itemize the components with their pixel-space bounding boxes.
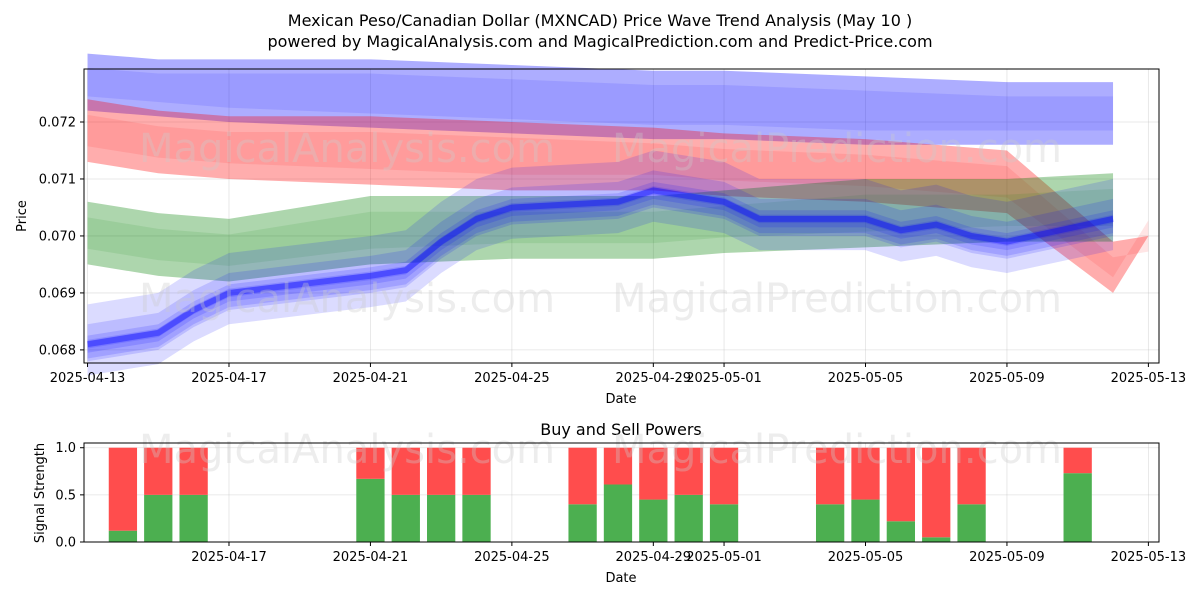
top-watermark: MagicalPrediction.com (612, 126, 1062, 172)
bottom-x-tick-label: 2025-04-29 (616, 550, 692, 565)
sell-bar (179, 447, 208, 495)
sell-bar (108, 447, 138, 531)
wave-band-middle (87, 99, 1149, 293)
buy-bar (603, 484, 633, 542)
buy-bar (462, 494, 491, 542)
top-x-tick-label: 2025-04-21 (333, 371, 409, 386)
top-y-tick-label: 0.068 (39, 343, 76, 358)
bottom-x-tick-label: 2025-05-09 (969, 550, 1045, 565)
wave-band-core (87, 114, 1149, 278)
buy-bar (356, 478, 385, 542)
buy-bar (427, 494, 456, 542)
buy-bar (391, 494, 420, 542)
top-x-tick-label: 2025-05-05 (828, 371, 904, 386)
buy-bar (674, 494, 703, 542)
buy-bar (639, 499, 668, 542)
top-plot-frame (83, 68, 1160, 364)
top-y-tick-label: 0.072 (39, 115, 76, 130)
price-wave-band (87, 181, 1114, 376)
top-x-tick-label: 2025-05-09 (969, 371, 1045, 386)
sell-bar (1063, 447, 1092, 474)
sell-bar (391, 447, 420, 495)
sell-bar (603, 447, 633, 485)
top-y-axis-label: Price (15, 200, 30, 232)
top-x-tick-label: 2025-04-17 (191, 371, 267, 386)
sell-bar (709, 447, 739, 505)
sell-bar (144, 447, 173, 495)
wave-band-lower (87, 173, 1114, 282)
buy-bar (108, 530, 138, 542)
bottom-x-tick-label: 2025-05-13 (1111, 550, 1187, 565)
buy-bar (957, 504, 986, 542)
chart-title-line1: Mexican Peso/Canadian Dollar (MXNCAD) Pr… (288, 11, 912, 30)
wave-band-core (87, 67, 1114, 131)
buy-bar (851, 499, 880, 542)
bottom-x-tick-label: 2025-04-25 (474, 550, 550, 565)
bottom-watermark: MagicalPrediction.com (612, 427, 1062, 473)
top-watermark: MagicalAnalysis.com (139, 126, 555, 172)
top-watermark: MagicalAnalysis.com (139, 276, 555, 322)
bottom-plot-frame (83, 442, 1160, 543)
top-x-tick-label: 2025-05-13 (1111, 371, 1187, 386)
bottom-chart-title: Buy and Sell Powers (540, 420, 702, 439)
sell-bar (815, 447, 845, 505)
bottom-x-tick-label: 2025-05-01 (686, 550, 762, 565)
bottom-x-tick-label: 2025-04-21 (333, 550, 409, 565)
top-y-tick-label: 0.071 (39, 172, 76, 187)
chart-title-line2: powered by MagicalAnalysis.com and Magic… (267, 32, 932, 51)
buy-bar (886, 521, 916, 542)
bottom-y-tick-label: 1.0 (55, 441, 76, 456)
top-x-tick-label: 2025-04-29 (616, 371, 692, 386)
wave-band-core (87, 188, 1114, 266)
wave-band-upper (87, 53, 1114, 145)
bottom-x-tick-label: 2025-04-17 (191, 550, 267, 565)
buy-bar (568, 504, 597, 542)
sell-bar (356, 447, 385, 479)
sell-bar (427, 447, 456, 495)
price-wave-band (87, 170, 1114, 353)
top-y-tick-label: 0.069 (39, 286, 76, 301)
buy-bar (1063, 473, 1092, 542)
top-x-axis-label: Date (605, 392, 636, 407)
sell-bar (674, 447, 703, 495)
buy-bar (709, 504, 739, 542)
bottom-x-axis-label: Date (605, 571, 636, 586)
bottom-y-tick-label: 0.5 (55, 488, 76, 503)
buy-bar (922, 537, 951, 542)
buy-sell-chart: Buy and Sell Powers MagicalAnalysis.com M… (33, 420, 1186, 586)
sell-bar (462, 447, 491, 495)
top-x-tick-label: 2025-05-01 (686, 371, 762, 386)
top-plot-area (84, 69, 1159, 363)
top-y-tick-label: 0.070 (39, 229, 76, 244)
bottom-watermark: MagicalAnalysis.com (139, 427, 555, 473)
bottom-x-tick-label: 2025-05-05 (828, 550, 904, 565)
top-watermark: MagicalPrediction.com (612, 276, 1062, 322)
buy-bar (144, 494, 173, 542)
sell-bar (568, 447, 597, 505)
price-wave-chart: MagicalAnalysis.com MagicalPrediction.com… (15, 53, 1187, 407)
buy-bar (815, 504, 845, 542)
top-x-tick-label: 2025-04-13 (50, 371, 126, 386)
price-wave-band (87, 150, 1114, 362)
sell-bar (639, 447, 668, 500)
bottom-y-axis-label: Signal Strength (33, 443, 48, 543)
top-x-tick-label: 2025-04-25 (474, 371, 550, 386)
price-wave-line (87, 187, 1114, 348)
sell-bar (851, 447, 880, 500)
sell-bar (886, 447, 916, 522)
sell-bar (922, 447, 951, 538)
bottom-y-tick-label: 0.0 (55, 536, 76, 551)
buy-bar (179, 494, 208, 542)
price-wave-band (87, 187, 1114, 359)
sell-bar (957, 447, 986, 505)
